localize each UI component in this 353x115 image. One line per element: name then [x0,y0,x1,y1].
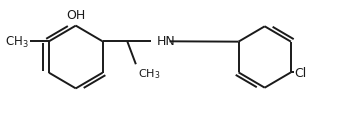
Text: CH$_3$: CH$_3$ [5,34,28,49]
Text: OH: OH [66,9,85,22]
Text: HN: HN [156,34,175,47]
Text: CH$_3$: CH$_3$ [138,67,160,81]
Text: Cl: Cl [294,66,306,79]
